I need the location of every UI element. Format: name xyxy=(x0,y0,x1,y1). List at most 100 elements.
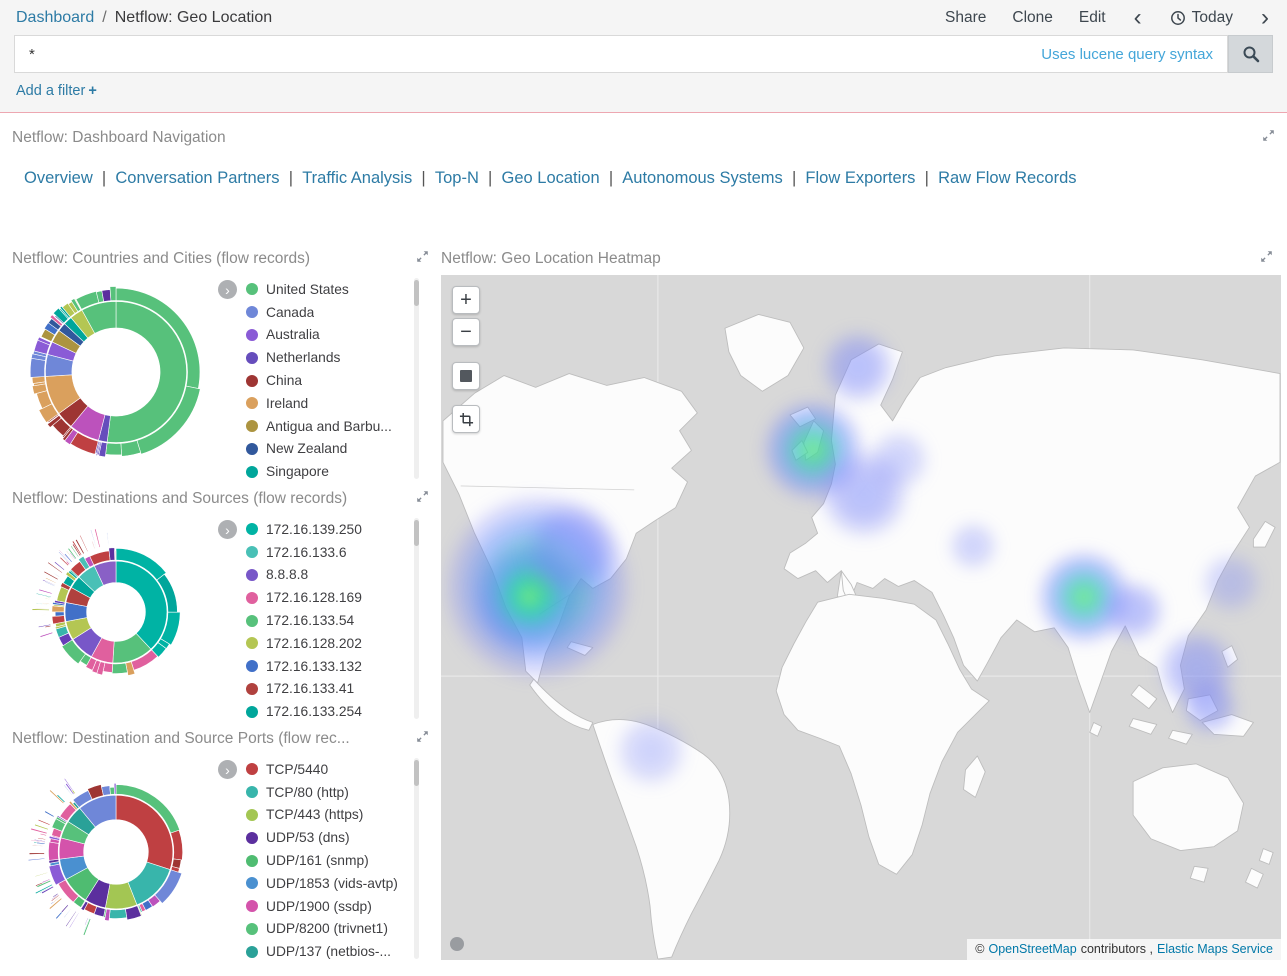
nav-separator: | xyxy=(412,169,435,187)
sunburst-chart-destinations-sources[interactable] xyxy=(18,514,214,710)
expand-icon xyxy=(417,251,428,262)
panel-title-countries: Netflow: Countries and Cities (flow reco… xyxy=(12,250,311,267)
breadcrumb-dashboard-link[interactable]: Dashboard xyxy=(16,9,95,26)
legend-item[interactable]: 172.16.133.254 xyxy=(246,700,429,720)
expand-panel-button[interactable] xyxy=(416,730,429,748)
legend-color-dot xyxy=(246,546,258,559)
legend-toggle-button[interactable]: › xyxy=(218,760,237,779)
legend-item[interactable]: Ireland xyxy=(246,392,429,415)
legend-item[interactable]: 172.16.133.132 xyxy=(246,655,429,678)
zoom-out-button[interactable]: − xyxy=(452,318,480,346)
legend-item[interactable]: UDP/1900 (ssdp) xyxy=(246,895,429,918)
legend-item[interactable]: Canada xyxy=(246,301,429,324)
legend-item[interactable]: 172.16.133.6 xyxy=(246,541,429,564)
world-map xyxy=(441,275,1281,960)
nav-link-geo-location[interactable]: Geo Location xyxy=(501,169,600,187)
left-column: Netflow: Countries and Cities (flow reco… xyxy=(0,240,435,960)
legend-item[interactable]: 172.16.139.250 xyxy=(246,518,429,541)
legend-color-dot xyxy=(246,660,258,673)
legend-item[interactable]: TCP/5440 xyxy=(246,758,429,781)
query-input[interactable] xyxy=(15,45,1042,63)
ems-attribution-link[interactable]: Elastic Maps Service xyxy=(1156,942,1273,956)
legend-item[interactable]: China xyxy=(246,369,429,392)
legend-item[interactable]: 8.8.8.8 xyxy=(246,564,429,587)
legend-color-dot xyxy=(246,922,258,935)
nav-link-top-n[interactable]: Top-N xyxy=(434,169,479,187)
expand-panel-button[interactable] xyxy=(416,490,429,508)
zoom-in-button[interactable]: + xyxy=(452,286,480,314)
time-forward-button[interactable]: › xyxy=(1261,4,1269,31)
nav-link-overview[interactable]: Overview xyxy=(24,169,93,187)
legend-item[interactable]: 172.16.133.41 xyxy=(246,678,429,701)
legend-scrollbar-thumb[interactable] xyxy=(414,760,419,786)
draw-bounding-box-filter-button[interactable] xyxy=(452,405,480,433)
legend-scrollbar[interactable] xyxy=(414,278,419,480)
geo-heatmap-map[interactable]: + − © OpenStreetMap contributors , xyxy=(441,275,1281,960)
nav-link-traffic-analysis[interactable]: Traffic Analysis xyxy=(302,169,413,187)
legend-item[interactable]: 172.16.133.54 xyxy=(246,609,429,632)
search-icon xyxy=(1243,46,1259,63)
legend-item[interactable]: UDP/137 (netbios-... xyxy=(246,940,429,960)
legend-item[interactable]: United States xyxy=(246,278,429,301)
legend-label: UDP/53 (dns) xyxy=(266,830,350,846)
legend-scrollbar-thumb[interactable] xyxy=(414,280,419,306)
legend-item[interactable]: TCP/443 (https) xyxy=(246,804,429,827)
clone-button[interactable]: Clone xyxy=(1012,9,1053,26)
nav-separator: | xyxy=(92,169,116,187)
nav-link-conversation-partners[interactable]: Conversation Partners xyxy=(115,169,280,187)
legend-item[interactable]: UDP/1853 (vids-avtp) xyxy=(246,872,429,895)
legend-scrollbar[interactable] xyxy=(414,758,419,960)
legend-item[interactable]: Australia xyxy=(246,324,429,347)
nav-link-autonomous-systems[interactable]: Autonomous Systems xyxy=(622,169,783,187)
edit-button[interactable]: Edit xyxy=(1078,9,1106,26)
nav-link-raw-flow-records[interactable]: Raw Flow Records xyxy=(938,169,1077,187)
legend-color-dot xyxy=(246,831,258,844)
lucene-syntax-link[interactable]: Uses lucene query syntax xyxy=(1041,45,1213,63)
legend-item[interactable]: New Zealand xyxy=(246,438,429,461)
time-back-button[interactable]: ‹ xyxy=(1133,4,1142,31)
add-filter-link[interactable]: Add a filter + xyxy=(16,83,97,99)
panel-title-heatmap: Netflow: Geo Location Heatmap xyxy=(441,250,661,267)
share-button[interactable]: Share xyxy=(945,9,987,26)
legend-item[interactable]: Netherlands xyxy=(246,346,429,369)
sunburst-chart-ports[interactable] xyxy=(18,754,214,950)
legend-color-dot xyxy=(246,568,258,581)
legend-item[interactable]: Singapore xyxy=(246,460,429,480)
legend-item[interactable]: 172.16.128.169 xyxy=(246,586,429,609)
legend-item[interactable]: UDP/8200 (trivnet1) xyxy=(246,918,429,941)
legend-item[interactable]: 172.16.128.202 xyxy=(246,632,429,655)
legend-label: Canada xyxy=(266,304,315,320)
legend-item[interactable]: Antigua and Barbu... xyxy=(246,415,429,438)
time-label: Today xyxy=(1191,9,1233,26)
legend-color-dot xyxy=(246,637,258,650)
add-filter-label: Add a filter xyxy=(16,83,86,99)
search-button[interactable] xyxy=(1228,35,1273,73)
legend-item[interactable]: TCP/80 (http) xyxy=(246,781,429,804)
donut-chart-countries[interactable] xyxy=(18,274,214,470)
legend-scrollbar[interactable] xyxy=(414,518,419,720)
legend-toggle-button[interactable]: › xyxy=(218,520,237,539)
nav-separator: | xyxy=(915,169,939,187)
legend-toggle-button[interactable]: › xyxy=(218,280,237,299)
legend-label: TCP/443 (https) xyxy=(266,807,364,823)
osm-attribution-link[interactable]: OpenStreetMap xyxy=(988,942,1077,956)
fit-data-bounds-button[interactable] xyxy=(452,362,480,390)
legend-item[interactable]: UDP/53 (dns) xyxy=(246,826,429,849)
expand-panel-button[interactable] xyxy=(1260,250,1273,268)
legend-scrollbar-thumb[interactable] xyxy=(414,520,419,546)
time-picker-button[interactable]: Today xyxy=(1170,9,1233,27)
legend-destinations-sources: › 172.16.139.250 172.16.133.6 8.8.8.8 172.1… xyxy=(214,518,429,720)
legend-label: New Zealand xyxy=(266,441,348,457)
nav-link-flow-exporters[interactable]: Flow Exporters xyxy=(805,169,916,187)
map-control-circle-icon[interactable] xyxy=(450,937,464,951)
legend-label: 172.16.133.254 xyxy=(266,704,362,720)
expand-panel-button[interactable] xyxy=(1262,129,1275,147)
expand-panel-button[interactable] xyxy=(416,250,429,268)
legend-label: TCP/5440 xyxy=(266,761,329,777)
legend-item[interactable]: UDP/161 (snmp) xyxy=(246,849,429,872)
legend-color-dot xyxy=(246,808,258,821)
legend-color-dot xyxy=(246,523,258,536)
panel-dashboard-navigation: Netflow: Dashboard Navigation Overview |… xyxy=(0,113,1287,208)
legend-color-dot xyxy=(246,328,258,341)
legend-label: Singapore xyxy=(266,464,329,480)
